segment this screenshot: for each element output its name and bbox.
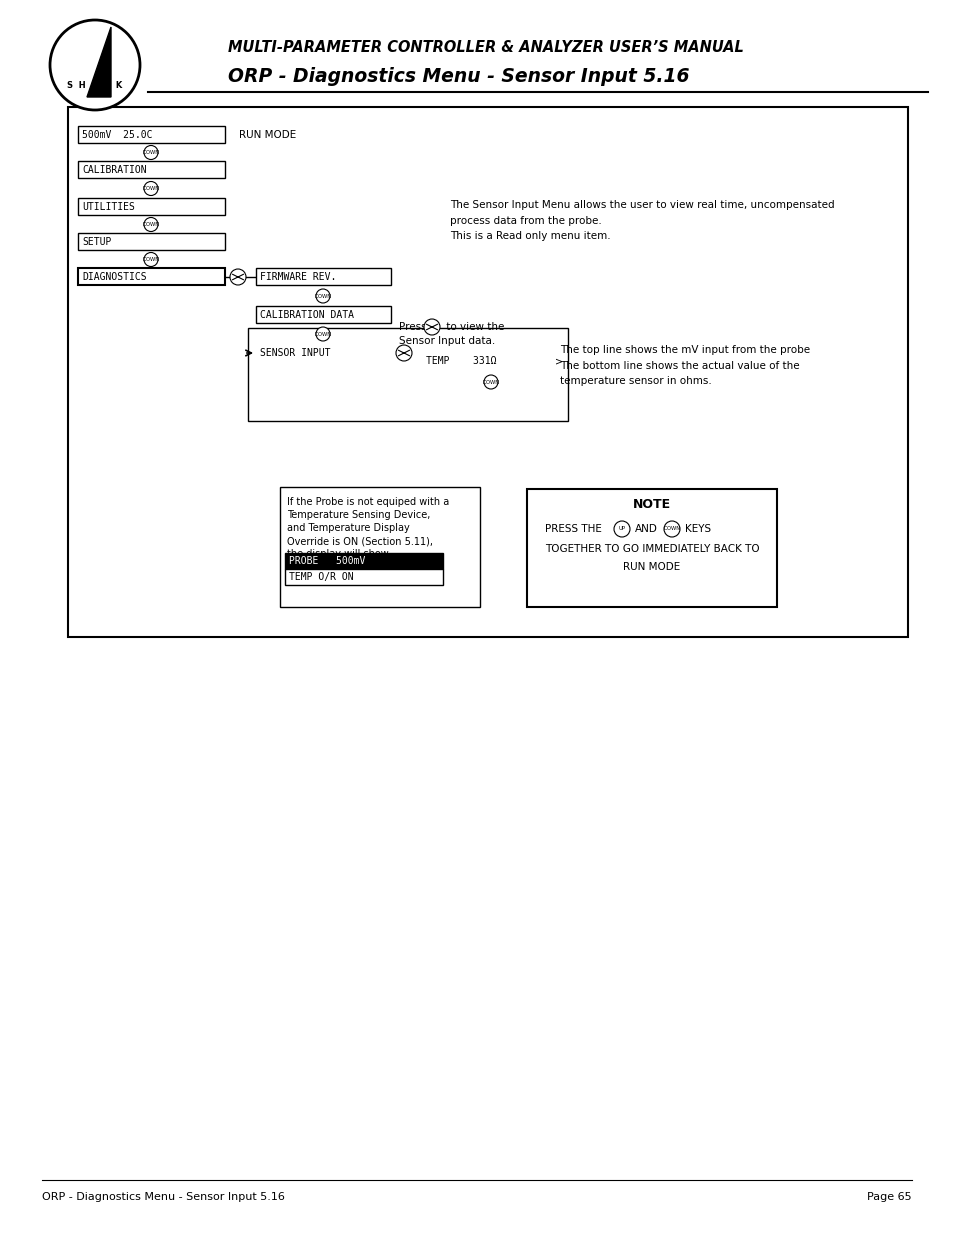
Text: UTILITIES: UTILITIES — [82, 203, 134, 212]
Text: DOWN: DOWN — [142, 186, 159, 191]
Text: to view the: to view the — [442, 322, 504, 332]
Text: DOWN: DOWN — [142, 257, 159, 262]
Text: The Sensor Input Menu allows the user to view real time, uncompensated
process d: The Sensor Input Menu allows the user to… — [450, 200, 834, 241]
Text: DOWN: DOWN — [482, 379, 499, 384]
Text: >: > — [555, 357, 562, 367]
Text: The top line shows the mV input from the probe
The bottom line shows the actual : The top line shows the mV input from the… — [559, 345, 809, 387]
Text: PROBE   500mV: PROBE 500mV — [289, 556, 365, 566]
Text: DIAGNOSTICS: DIAGNOSTICS — [82, 272, 147, 282]
Circle shape — [395, 345, 412, 361]
Bar — [78, 268, 225, 285]
Text: If the Probe is not equiped with a: If the Probe is not equiped with a — [287, 496, 449, 508]
Text: Override is ON (Section 5.11),: Override is ON (Section 5.11), — [287, 536, 433, 546]
Circle shape — [614, 521, 629, 537]
Bar — [255, 306, 391, 324]
Text: FIRMWARE REV.: FIRMWARE REV. — [260, 272, 336, 282]
Text: 500mV  25.0C: 500mV 25.0C — [82, 130, 152, 140]
Text: TOGETHER TO GO IMMEDIATELY BACK TO: TOGETHER TO GO IMMEDIATELY BACK TO — [544, 543, 759, 555]
Text: ORP - Diagnostics Menu - Sensor Input 5.16: ORP - Diagnostics Menu - Sensor Input 5.… — [42, 1192, 285, 1202]
Circle shape — [423, 319, 439, 335]
Text: SENSOR INPUT: SENSOR INPUT — [260, 348, 330, 358]
Text: NOTE: NOTE — [632, 499, 670, 511]
Text: Temperature Sensing Device,: Temperature Sensing Device, — [287, 510, 430, 520]
Text: and Temperature Display: and Temperature Display — [287, 522, 410, 534]
Bar — [248, 329, 567, 421]
Text: DOWN: DOWN — [142, 222, 159, 227]
Text: Press: Press — [398, 322, 426, 332]
Text: PRESS THE: PRESS THE — [544, 524, 601, 534]
Circle shape — [315, 289, 330, 303]
Bar — [421, 336, 559, 353]
Bar — [421, 353, 559, 370]
Bar — [285, 553, 442, 569]
Text: ORP - Diagnostics Menu - Sensor Input 5.16: ORP - Diagnostics Menu - Sensor Input 5.… — [228, 68, 689, 86]
Bar — [280, 487, 479, 606]
Bar — [78, 161, 225, 178]
Text: MULTI-PARAMETER CONTROLLER & ANALYZER USER’S MANUAL: MULTI-PARAMETER CONTROLLER & ANALYZER US… — [228, 40, 743, 54]
Bar — [78, 198, 225, 215]
Text: DOWN: DOWN — [142, 149, 159, 156]
Text: PROBE   500mV: PROBE 500mV — [426, 340, 502, 350]
Text: S  H  A  R  K: S H A R K — [68, 80, 123, 89]
Circle shape — [144, 182, 158, 195]
Text: AND: AND — [635, 524, 658, 534]
Text: CALIBRATION DATA: CALIBRATION DATA — [260, 310, 354, 320]
Bar — [68, 107, 907, 637]
Text: DOWN: DOWN — [314, 294, 332, 299]
Bar — [255, 345, 391, 361]
Circle shape — [315, 327, 330, 341]
Circle shape — [144, 146, 158, 159]
Text: TEMP O/R ON: TEMP O/R ON — [289, 572, 354, 582]
Text: RUN MODE: RUN MODE — [622, 562, 679, 572]
Text: SETUP: SETUP — [82, 237, 112, 247]
Text: RUN MODE: RUN MODE — [239, 130, 296, 140]
Circle shape — [663, 521, 679, 537]
Bar — [78, 126, 225, 143]
Text: DOWN: DOWN — [662, 526, 679, 531]
Bar — [78, 233, 225, 249]
Text: UP: UP — [618, 526, 625, 531]
Text: CALIBRATION: CALIBRATION — [82, 165, 147, 175]
Text: DOWN: DOWN — [314, 331, 332, 336]
Text: TEMP    331Ω: TEMP 331Ω — [426, 357, 496, 367]
Circle shape — [483, 375, 497, 389]
Bar — [285, 569, 442, 585]
Text: Sensor Input data.: Sensor Input data. — [398, 336, 495, 346]
Circle shape — [144, 217, 158, 231]
Polygon shape — [87, 27, 111, 98]
Text: the display will show: the display will show — [287, 550, 388, 559]
Circle shape — [230, 269, 246, 285]
Circle shape — [144, 252, 158, 267]
Text: KEYS: KEYS — [684, 524, 710, 534]
Text: Page 65: Page 65 — [866, 1192, 911, 1202]
Bar — [526, 489, 776, 606]
Circle shape — [50, 20, 140, 110]
Bar — [255, 268, 391, 285]
